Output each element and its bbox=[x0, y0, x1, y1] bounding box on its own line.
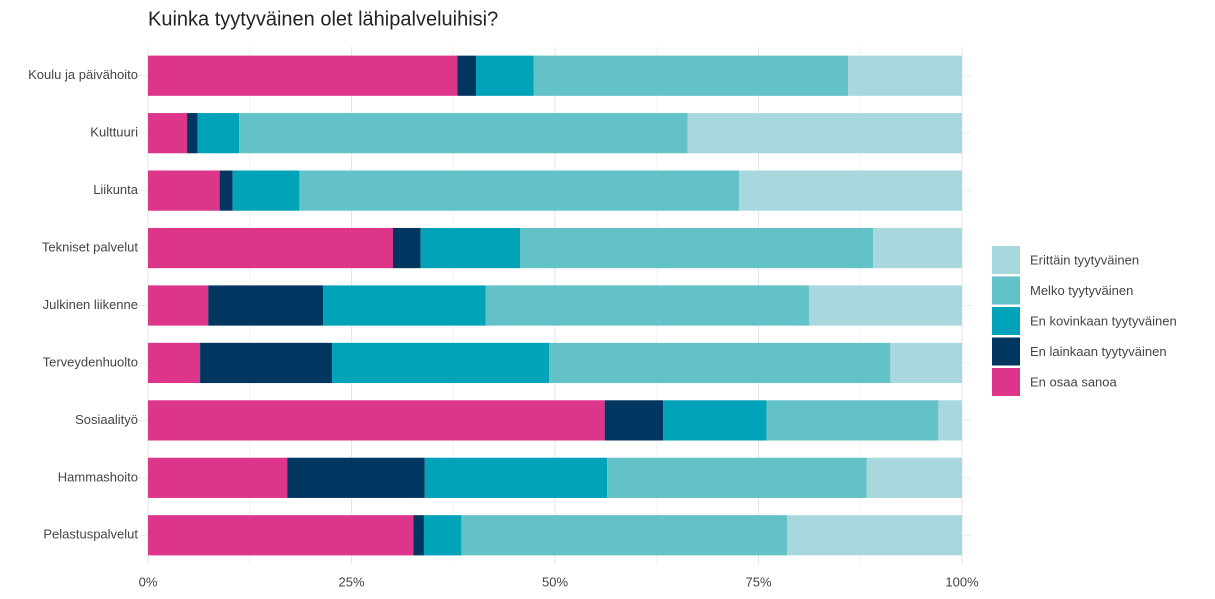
bar-segment bbox=[866, 457, 962, 498]
bar-segment bbox=[738, 170, 962, 211]
bar-segment bbox=[476, 55, 534, 96]
legend-label: En kovinkaan tyytyväinen bbox=[1030, 313, 1177, 328]
bar-segment bbox=[323, 285, 486, 326]
bar-segment bbox=[873, 227, 962, 269]
bar-segment bbox=[485, 285, 809, 326]
x-tick-label: 75% bbox=[745, 574, 771, 589]
bar-segment bbox=[219, 170, 233, 211]
bar-segment bbox=[148, 515, 414, 556]
bar-segment bbox=[393, 227, 421, 269]
x-tick-label: 100% bbox=[945, 574, 979, 589]
bar-segment bbox=[148, 285, 209, 326]
bar-segment bbox=[808, 285, 962, 326]
bar-segment bbox=[786, 515, 962, 556]
bar-segment bbox=[187, 113, 198, 154]
y-tick-label: Julkinen liikenne bbox=[43, 297, 138, 312]
bar-segment bbox=[239, 113, 688, 154]
y-tick-label: Hammashoito bbox=[58, 469, 138, 484]
y-tick-label: Pelastuspalvelut bbox=[43, 527, 138, 542]
chart-title: Kuinka tyytyväinen olet lähipalveluihisi… bbox=[148, 8, 498, 30]
legend-label: En lainkaan tyytyväinen bbox=[1030, 344, 1167, 359]
bar-segment bbox=[890, 342, 962, 384]
bar-segment bbox=[148, 457, 288, 498]
bar-segment bbox=[148, 227, 394, 269]
y-tick-label: Tekniset palvelut bbox=[42, 239, 138, 254]
bar-segment bbox=[200, 342, 332, 384]
bar-segment bbox=[413, 515, 424, 556]
bar-segment bbox=[663, 400, 767, 441]
y-tick-label: Kulttuuri bbox=[90, 125, 138, 140]
y-tick-label: Sosiaalityö bbox=[75, 412, 138, 427]
x-tick-label: 25% bbox=[338, 574, 364, 589]
legend-swatch bbox=[992, 246, 1020, 274]
bar-segment bbox=[607, 457, 867, 498]
bar-segment bbox=[299, 170, 739, 211]
bar-segment bbox=[604, 400, 664, 441]
legend-label: Erittäin tyytyväinen bbox=[1030, 252, 1139, 267]
bar-segment bbox=[423, 515, 462, 556]
bar-segment bbox=[197, 113, 240, 154]
bar-segment bbox=[766, 400, 939, 441]
bar-segment bbox=[148, 113, 188, 154]
bar-segment bbox=[533, 55, 849, 96]
bar-segment bbox=[848, 55, 962, 96]
bar-segment bbox=[420, 227, 520, 269]
legend-swatch bbox=[992, 368, 1020, 396]
bar-segment bbox=[461, 515, 787, 556]
bar-segment bbox=[549, 342, 891, 384]
y-tick-label: Terveydenhuolto bbox=[43, 354, 138, 369]
bar-segment bbox=[232, 170, 300, 211]
y-tick-label: Koulu ja päivähoito bbox=[28, 67, 138, 82]
bar-segment bbox=[687, 113, 962, 154]
bar-segment bbox=[148, 342, 201, 384]
legend-label: En osaa sanoa bbox=[1030, 374, 1118, 389]
legend-swatch bbox=[992, 276, 1020, 305]
x-tick-label: 0% bbox=[139, 574, 158, 589]
bar-segment bbox=[148, 55, 458, 96]
bar-segment bbox=[148, 170, 220, 211]
bar-segment bbox=[938, 400, 962, 441]
bar-segment bbox=[208, 285, 324, 326]
legend-swatch bbox=[992, 307, 1020, 335]
legend-swatch bbox=[992, 337, 1020, 366]
bar-segment bbox=[457, 55, 477, 96]
bar-segment bbox=[424, 457, 608, 498]
legend-label: Melko tyytyväinen bbox=[1030, 283, 1133, 298]
y-tick-label: Liikunta bbox=[93, 182, 139, 197]
bar-segment bbox=[331, 342, 550, 384]
bar-segment bbox=[519, 227, 874, 269]
x-tick-label: 50% bbox=[542, 574, 568, 589]
bar-segment bbox=[287, 457, 425, 498]
bar-segment bbox=[148, 400, 605, 441]
